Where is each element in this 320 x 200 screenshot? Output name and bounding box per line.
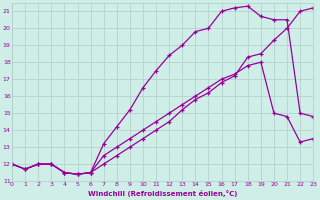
X-axis label: Windchill (Refroidissement éolien,°C): Windchill (Refroidissement éolien,°C): [88, 190, 237, 197]
